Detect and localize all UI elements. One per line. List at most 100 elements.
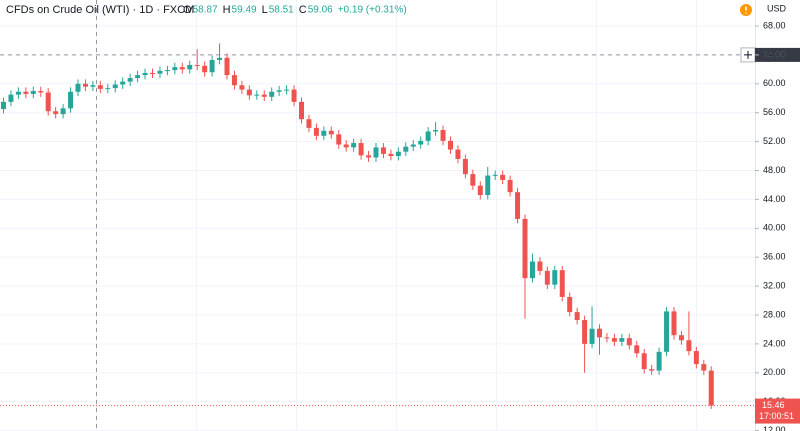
candle-body: [544, 270, 550, 285]
candle-body: [217, 57, 223, 60]
candle-body: [179, 67, 185, 70]
ohlc-legend: O 58.87 H 59.49 L 58.51 C 59.06 +0.19 (+0.31%): [183, 4, 407, 16]
y-tick-label: 64.00: [763, 49, 786, 59]
candle-body: [284, 89, 290, 91]
candle-body: [60, 108, 66, 115]
candle-body: [291, 89, 297, 102]
candle-body: [150, 72, 155, 74]
y-tick-label: 56.00: [763, 107, 786, 117]
y-tick-label: 44.00: [763, 194, 786, 204]
candle-body: [75, 83, 81, 92]
candle-body: [142, 72, 148, 76]
candle-body: [582, 320, 588, 344]
y-tick-label: 32.00: [763, 280, 786, 290]
grid: [0, 0, 755, 431]
candle-body: [589, 328, 595, 344]
candle-body: [164, 70, 170, 72]
candle-body: [515, 192, 521, 219]
candle-body: [336, 134, 342, 145]
candle-body: [269, 91, 275, 97]
countdown: 17:00:51: [759, 411, 794, 421]
candle-body: [403, 146, 409, 152]
candle-body: [366, 155, 372, 158]
candle-body: [522, 218, 528, 279]
candle-body: [664, 311, 670, 352]
candle-body: [485, 175, 491, 196]
candle-body: [678, 335, 684, 341]
candle-body: [634, 345, 640, 354]
candle-body: [45, 92, 51, 112]
candle-body: [82, 83, 88, 87]
candle-body: [418, 140, 424, 145]
candle-body: [693, 351, 699, 365]
candle-body: [559, 270, 565, 297]
crosshair-add-icon: [744, 50, 752, 59]
candle-body: [597, 328, 602, 338]
candle-body: [470, 174, 476, 186]
candle-body: [313, 127, 319, 136]
candle-body: [686, 340, 692, 352]
candle-body: [112, 84, 118, 89]
ohlc-label: H: [223, 4, 231, 16]
candle-body: [440, 130, 446, 141]
candle-body: [135, 75, 141, 79]
candle-body: [224, 57, 230, 76]
candle-body: [448, 140, 453, 150]
candle-body: [90, 85, 96, 87]
ohlc-label: L: [262, 4, 268, 16]
candle-body: [701, 364, 707, 371]
candle-body: [30, 91, 36, 94]
y-tick-label: 28.00: [763, 309, 786, 319]
candle-body: [358, 143, 364, 156]
candle-body: [611, 338, 617, 342]
candle-body: [537, 261, 543, 271]
y-tick-label: 24.00: [763, 338, 786, 348]
candle-body: [604, 337, 610, 339]
candle-body: [120, 81, 126, 85]
candle-body: [462, 158, 468, 175]
ohlc-label: O: [183, 4, 192, 16]
candle-body: [68, 91, 74, 109]
candle-body: [649, 369, 655, 371]
currency: USD: [767, 3, 787, 13]
ohlc-value: 59.49: [232, 5, 257, 16]
candle-body: [351, 143, 357, 148]
ohlc-value: 58.51: [269, 5, 294, 16]
candle-body: [105, 88, 111, 90]
candle-body: [626, 338, 632, 346]
candle-body: [433, 130, 439, 132]
candle-body: [425, 131, 431, 141]
candle-body: [477, 185, 483, 196]
crosshair-label: 64.00: [763, 49, 786, 59]
candle-body: [246, 89, 252, 96]
candle-body: [299, 101, 304, 120]
y-tick-label: 52.00: [763, 136, 786, 146]
candle-body: [209, 59, 215, 73]
ohlc-value: 59.06: [308, 5, 333, 16]
candle-body: [23, 91, 29, 94]
candle-body: [395, 151, 401, 157]
candle-body: [671, 311, 677, 336]
last-price-label: 15.46: [762, 400, 785, 410]
candle-body: [97, 85, 103, 89]
candle-body: [656, 351, 662, 371]
candle-body: [492, 174, 498, 176]
candle-body: [619, 338, 625, 342]
candle-body: [321, 130, 327, 136]
candle-body: [127, 78, 133, 82]
y-tick-label: 68.00: [763, 20, 786, 30]
price-axis: 12.0016.0020.0024.0028.0032.0036.0040.00…: [0, 20, 800, 431]
candle-body: [194, 65, 200, 67]
y-tick-label: 12.00: [763, 425, 786, 431]
candle-body: [552, 270, 558, 285]
candle-body: [455, 149, 461, 159]
candle-body: [410, 144, 416, 147]
candle-body: [507, 179, 513, 193]
candle-body: [529, 261, 535, 279]
symbol-title: CFDs on Crude Oil (WTI) · 1D · FXCM: [6, 4, 194, 16]
candle-body: [373, 147, 379, 158]
candles: [1, 43, 714, 409]
